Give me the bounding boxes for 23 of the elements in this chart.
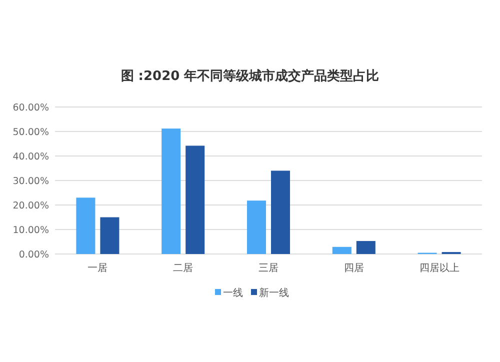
- bar: [356, 241, 376, 254]
- bar: [332, 246, 352, 254]
- chart-title: 图 :2020 年不同等级城市成交产品类型占比: [120, 68, 380, 84]
- legend-label: 新一线: [259, 287, 289, 299]
- y-tick-label: 60.00%: [12, 102, 49, 114]
- x-tick-label: 四居: [344, 263, 364, 274]
- y-tick-label: 10.00%: [12, 225, 49, 236]
- y-tick-label: 0.00%: [18, 250, 49, 260]
- bar: [271, 170, 290, 254]
- y-tick-label: 40.00%: [12, 152, 49, 162]
- y-tick-label: 50.00%: [12, 127, 49, 138]
- x-tick-label: 二居: [173, 263, 194, 274]
- bar: [100, 217, 120, 254]
- x-tick-label: 四居以上: [419, 262, 460, 274]
- y-tick-label: 30.00%: [12, 176, 49, 187]
- legend-label: 一线: [223, 287, 243, 299]
- y-tick-label: 20.00%: [12, 200, 49, 212]
- x-tick-label: 一居: [88, 263, 108, 274]
- bar: [247, 200, 266, 254]
- bar: [162, 128, 181, 254]
- bar: [76, 198, 96, 254]
- x-tick-label: 三居: [258, 263, 278, 274]
- bar: [186, 146, 205, 254]
